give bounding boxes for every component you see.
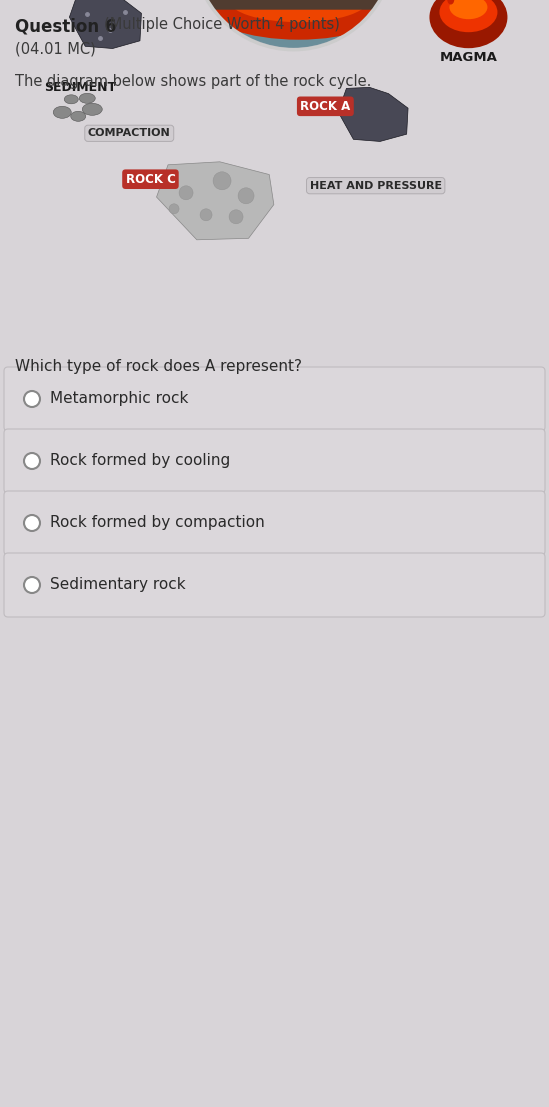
Ellipse shape — [82, 103, 102, 115]
Bar — [10, 0, 540, 352]
Ellipse shape — [429, 0, 507, 49]
Circle shape — [194, 0, 394, 50]
Text: COMPACTION: COMPACTION — [88, 128, 171, 138]
Circle shape — [195, 0, 391, 48]
Text: Which type of rock does A represent?: Which type of rock does A represent? — [15, 359, 302, 374]
Text: MAGMA: MAGMA — [440, 51, 497, 64]
FancyArrowPatch shape — [255, 135, 314, 201]
Circle shape — [24, 515, 40, 531]
Text: ROCK C: ROCK C — [126, 173, 175, 186]
FancyArrowPatch shape — [105, 108, 133, 148]
FancyBboxPatch shape — [4, 492, 545, 555]
Circle shape — [238, 188, 254, 204]
Text: Question 6: Question 6 — [15, 17, 116, 35]
Ellipse shape — [439, 0, 497, 32]
Polygon shape — [69, 0, 142, 49]
Text: SEDIMENT: SEDIMENT — [44, 81, 116, 94]
Text: Rock formed by compaction: Rock formed by compaction — [50, 516, 265, 530]
Text: ROCK A: ROCK A — [300, 100, 350, 113]
Circle shape — [24, 391, 40, 407]
Text: The diagram below shows part of the rock cycle.: The diagram below shows part of the rock… — [15, 74, 371, 89]
Ellipse shape — [447, 0, 454, 4]
Circle shape — [213, 172, 231, 189]
FancyBboxPatch shape — [4, 430, 545, 493]
FancyArrowPatch shape — [386, 38, 445, 83]
Ellipse shape — [228, 0, 368, 22]
Circle shape — [24, 453, 40, 469]
Polygon shape — [156, 162, 274, 240]
Ellipse shape — [64, 95, 79, 104]
Text: (Multiple Choice Worth 4 points): (Multiple Choice Worth 4 points) — [104, 17, 340, 32]
Text: HEAT AND PRESSURE: HEAT AND PRESSURE — [310, 180, 442, 190]
Ellipse shape — [53, 106, 71, 118]
Polygon shape — [338, 87, 408, 142]
Polygon shape — [199, 0, 389, 10]
Circle shape — [229, 210, 243, 224]
Text: Rock formed by cooling: Rock formed by cooling — [50, 454, 230, 468]
Circle shape — [200, 209, 212, 220]
Ellipse shape — [450, 0, 488, 19]
Circle shape — [169, 204, 179, 214]
Circle shape — [179, 186, 193, 199]
Ellipse shape — [71, 112, 86, 122]
FancyBboxPatch shape — [4, 554, 545, 617]
Ellipse shape — [205, 0, 393, 40]
FancyBboxPatch shape — [4, 368, 545, 431]
Text: Sedimentary rock: Sedimentary rock — [50, 578, 186, 592]
FancyArrowPatch shape — [93, 20, 126, 60]
Text: (04.01 MC): (04.01 MC) — [15, 42, 96, 56]
Circle shape — [24, 577, 40, 593]
Text: Metamorphic rock: Metamorphic rock — [50, 392, 188, 406]
Ellipse shape — [79, 93, 95, 103]
